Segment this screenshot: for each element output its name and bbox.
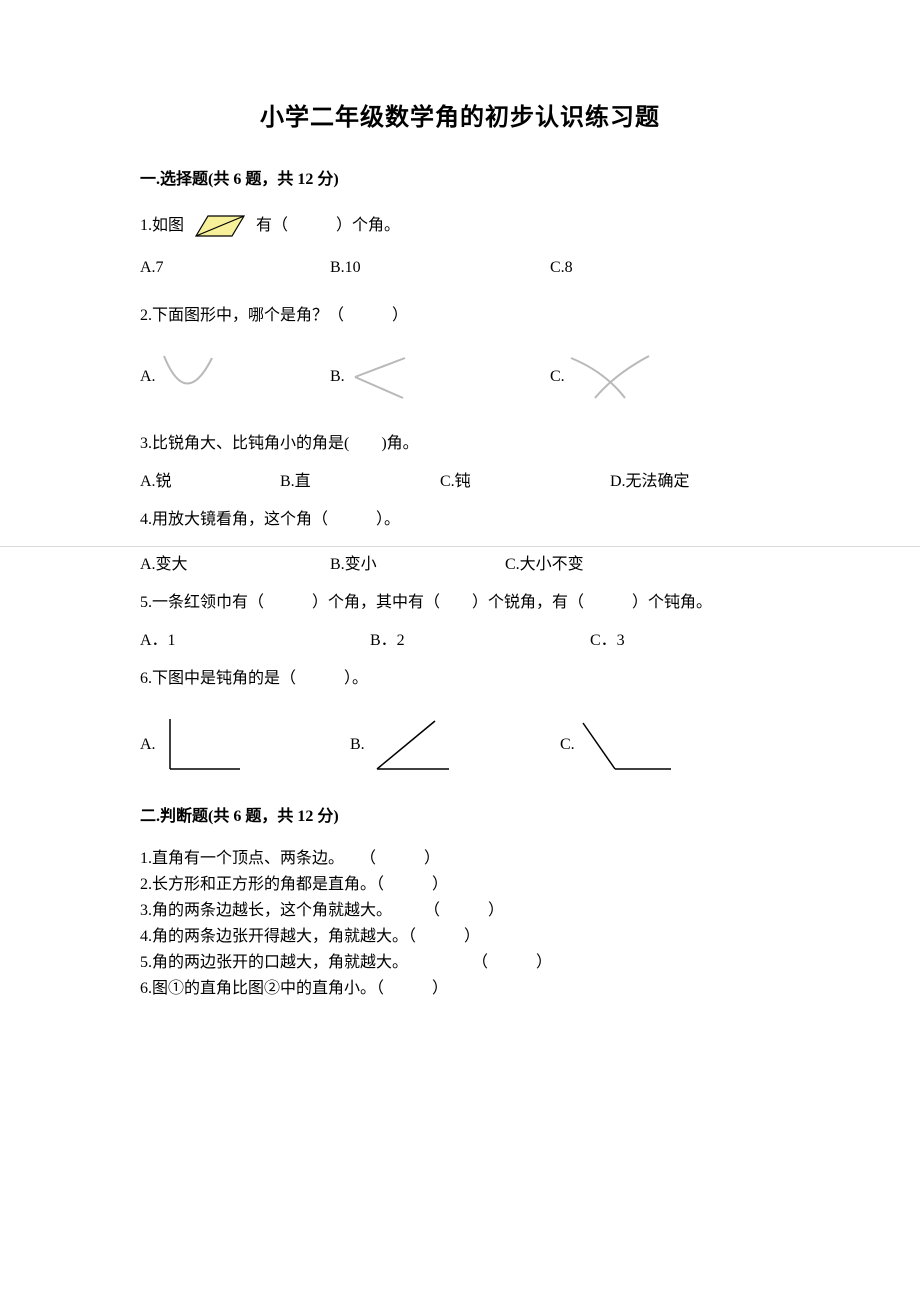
q4-optC: C.大小不变 (505, 553, 584, 577)
parallelogram-icon (184, 210, 256, 242)
q6-optC: C. (560, 715, 675, 775)
q3-optB: B.直 (280, 470, 440, 494)
q1-optA: A.7 (140, 256, 330, 280)
q6-optB-label: B. (350, 733, 365, 757)
section1-heading: 一.选择题(共 6 题，共 12 分) (140, 168, 780, 192)
q2-optC: C. (550, 352, 655, 402)
q3-optC: C.钝 (440, 470, 610, 494)
s2q1: 1.直角有一个顶点、两条边。 （ ） (140, 847, 780, 871)
right-angle-icon (156, 715, 246, 775)
worksheet-page: 小学二年级数学角的初步认识练习题 一.选择题(共 6 题，共 12 分) 1.如… (0, 0, 920, 1063)
cross-curves-icon (565, 352, 655, 402)
q2-options: A. B. C. (140, 352, 780, 402)
page-divider (0, 546, 920, 547)
q6-optA-label: A. (140, 733, 156, 757)
s2q6: 6.图①的直角比图②中的直角小。（ ） (140, 977, 780, 1001)
section2-questions: 1.直角有一个顶点、两条边。 （ ） 2.长方形和正方形的角都是直角。（ ） 3… (140, 847, 780, 1001)
q1-optC: C.8 (550, 256, 573, 280)
q6-options: A. B. C. (140, 715, 780, 775)
q2-optB-label: B. (330, 365, 345, 389)
q4-optA: A.变大 (140, 553, 330, 577)
q3-optD: D.无法确定 (610, 470, 690, 494)
q1: 1.如图 有（ ）个角。 (140, 210, 780, 242)
s2q3: 3.角的两条边越长，这个角就越大。 （ ） (140, 899, 780, 923)
q2-optC-label: C. (550, 365, 565, 389)
q5-optA: A．1 (140, 629, 370, 653)
q6-optA: A. (140, 715, 350, 775)
q2-optB: B. (330, 352, 550, 402)
section2-heading: 二.判断题(共 6 题，共 12 分) (140, 805, 780, 829)
acute-angle-icon (365, 715, 455, 775)
angle-open-icon (345, 352, 415, 402)
q5-optC: C．3 (590, 629, 625, 653)
q4-options: A.变大 B.变小 C.大小不变 (140, 553, 780, 577)
q6-optB: B. (350, 715, 560, 775)
q3-options: A.锐 B.直 C.钝 D.无法确定 (140, 470, 780, 494)
q2-optA: A. (140, 352, 330, 402)
q2-optA-label: A. (140, 365, 156, 389)
s2q4: 4.角的两条边张开得越大，角就越大。（ ） (140, 925, 780, 949)
q4: 4.用放大镜看角，这个角（ ）。 (140, 508, 780, 532)
s2q2: 2.长方形和正方形的角都是直角。（ ） (140, 873, 780, 897)
page-title: 小学二年级数学角的初步认识练习题 (140, 100, 780, 136)
q5: 5.一条红领巾有（ ）个角，其中有（ ）个锐角，有（ ）个钝角。 (140, 591, 780, 615)
q6-optC-label: C. (560, 733, 575, 757)
q3-optA: A.锐 (140, 470, 280, 494)
q1-figure (184, 210, 256, 242)
q1-optB: B.10 (330, 256, 550, 280)
obtuse-angle-icon (575, 715, 675, 775)
q4-optB: B.变小 (330, 553, 505, 577)
q1-pre: 1.如图 (140, 214, 184, 238)
q3: 3.比锐角大、比钝角小的角是( )角。 (140, 432, 780, 456)
curve-u-icon (156, 352, 226, 402)
q5-options: A．1 B．2 C．3 (140, 629, 780, 653)
q5-optB: B．2 (370, 629, 590, 653)
q2: 2.下面图形中，哪个是角？（ ） (140, 304, 780, 328)
s2q5: 5.角的两边张开的口越大，角就越大。 （ ） (140, 951, 780, 975)
q6: 6.下图中是钝角的是（ ）。 (140, 667, 780, 691)
q1-post: 有（ ）个角。 (256, 214, 400, 238)
q1-options: A.7 B.10 C.8 (140, 256, 780, 280)
